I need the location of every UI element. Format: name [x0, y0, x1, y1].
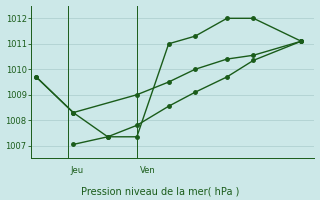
Text: Jeu: Jeu [71, 166, 84, 175]
Text: Pression niveau de la mer( hPa ): Pression niveau de la mer( hPa ) [81, 186, 239, 196]
Text: Ven: Ven [140, 166, 155, 175]
